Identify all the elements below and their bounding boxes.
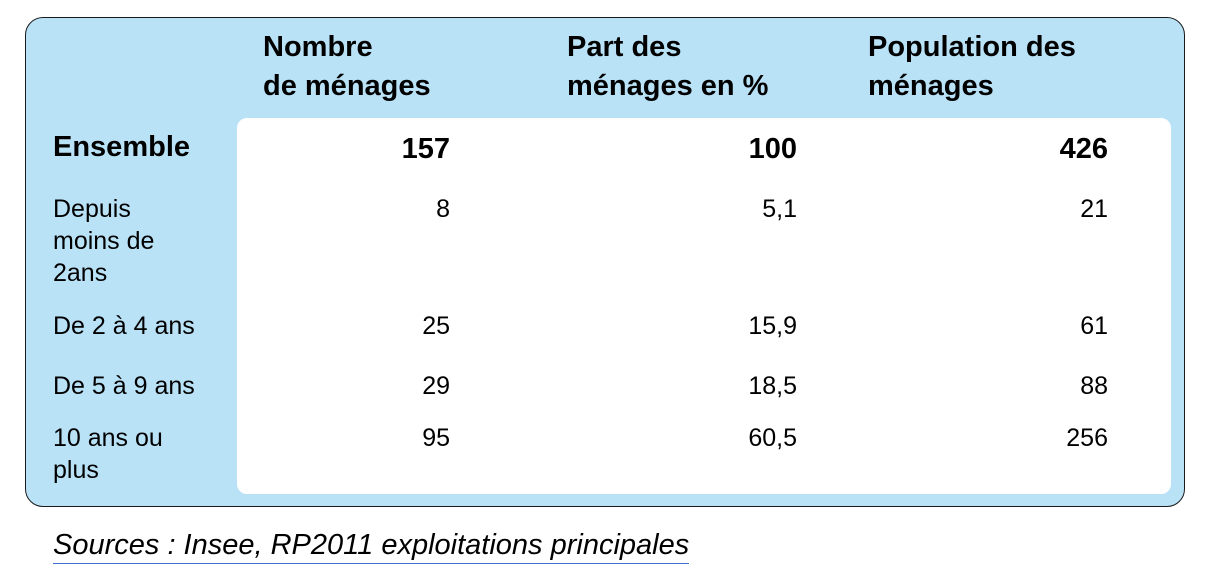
cell-moins-2ans-part: 5,1	[762, 195, 797, 223]
row-label-moins-2ans: Depuis moins de 2ans	[53, 195, 155, 287]
cell-ensemble-part: 100	[748, 133, 797, 165]
cell-5-9ans-population: 88	[1080, 372, 1108, 400]
cell-10ans-plus-nombre: 95	[422, 424, 450, 452]
cell-2-4ans-part: 15,9	[748, 312, 797, 340]
cell-5-9ans-nombre: 29	[422, 372, 450, 400]
cell-2-4ans-population: 61	[1080, 312, 1108, 340]
row-label-10ans-plus: 10 ans ou plus	[53, 424, 163, 484]
row-label-ensemble: Ensemble	[53, 131, 190, 163]
row-label-2-4ans: De 2 à 4 ans	[53, 312, 195, 340]
cell-ensemble-nombre: 157	[401, 133, 450, 165]
cell-moins-2ans-nombre: 8	[436, 195, 450, 223]
cell-10ans-plus-part: 60,5	[748, 424, 797, 452]
header-population-menages: Population des ménages	[868, 31, 1076, 102]
cell-2-4ans-nombre: 25	[422, 312, 450, 340]
cell-ensemble-population: 426	[1059, 133, 1108, 165]
cell-moins-2ans-population: 21	[1080, 195, 1108, 223]
table-body-area	[237, 118, 1171, 494]
header-nombre-menages: Nombre de ménages	[263, 31, 431, 102]
header-part-menages: Part des ménages en %	[567, 31, 769, 102]
source-note: Sources : Insee, RP2011 exploitations pr…	[53, 527, 690, 564]
cell-10ans-plus-population: 256	[1066, 424, 1108, 452]
cell-5-9ans-part: 18,5	[748, 372, 797, 400]
row-label-5-9ans: De 5 à 9 ans	[53, 372, 195, 400]
